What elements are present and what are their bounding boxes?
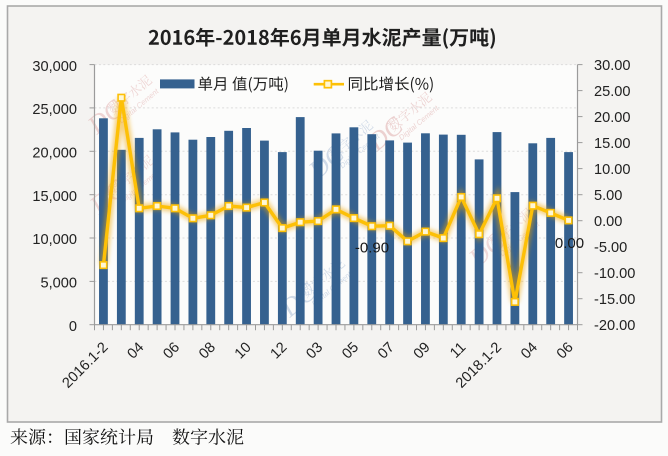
svg-text:0.00: 0.00: [594, 214, 622, 230]
svg-text:-10.00: -10.00: [594, 266, 635, 282]
svg-text:25.00: 25.00: [594, 84, 631, 100]
svg-text:20.00: 20.00: [594, 110, 631, 126]
svg-text:5.00: 5.00: [594, 188, 622, 204]
svg-text:25,000: 25,000: [32, 102, 77, 118]
svg-text:10,000: 10,000: [32, 232, 77, 248]
svg-text:0.00: 0.00: [555, 235, 584, 252]
svg-text:-5.00: -5.00: [594, 240, 627, 256]
svg-text:15,000: 15,000: [32, 189, 77, 205]
svg-text:-20.00: -20.00: [594, 318, 635, 334]
svg-text:30.00: 30.00: [594, 58, 631, 74]
svg-text:-15.00: -15.00: [594, 292, 635, 308]
svg-text:20,000: 20,000: [32, 146, 77, 162]
svg-text:0: 0: [69, 319, 77, 335]
svg-text:10.00: 10.00: [594, 162, 631, 178]
svg-text:30,000: 30,000: [32, 59, 77, 75]
svg-text:5,000: 5,000: [40, 276, 77, 292]
svg-text:-0.90: -0.90: [355, 240, 389, 257]
svg-text:15.00: 15.00: [594, 136, 631, 152]
